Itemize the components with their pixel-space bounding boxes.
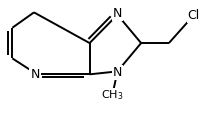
- Text: Cl: Cl: [187, 9, 200, 22]
- Text: N: N: [113, 66, 122, 79]
- Text: N: N: [30, 68, 40, 81]
- Text: N: N: [113, 7, 122, 20]
- Text: CH$_3$: CH$_3$: [101, 89, 124, 102]
